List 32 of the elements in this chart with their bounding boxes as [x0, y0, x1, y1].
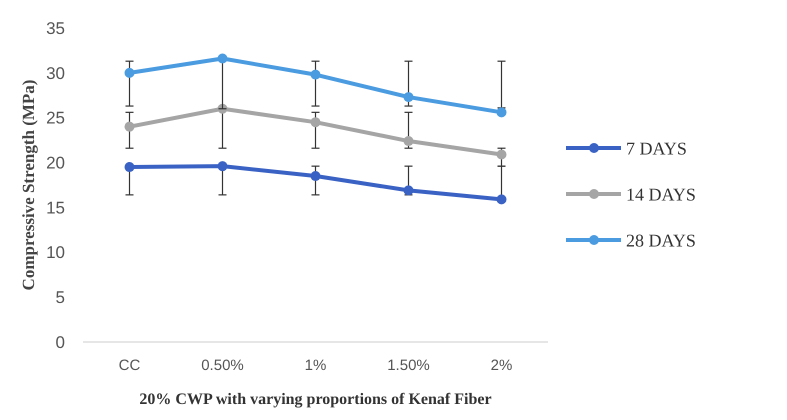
point	[124, 162, 134, 172]
legend-label: 7 DAYS	[626, 138, 687, 158]
point	[124, 68, 134, 78]
y-tick-label: 30	[46, 64, 65, 83]
x-tick-label: CC	[118, 357, 140, 374]
point	[310, 171, 320, 182]
y-tick-label: 15	[46, 198, 65, 218]
y-tick-label: 0	[56, 332, 65, 352]
point	[310, 117, 320, 128]
y-tick-label: 10	[46, 243, 65, 262]
point	[404, 92, 414, 102]
x-tick-label: 0.50%	[201, 357, 244, 374]
point	[496, 107, 506, 118]
x-tick-label: 2%	[490, 357, 512, 374]
point	[310, 70, 320, 80]
y-tick-label: 25	[46, 108, 65, 128]
legend-label: 28 DAYS	[626, 230, 696, 250]
y-tick-label: 35	[46, 18, 65, 38]
y-axis-title: Compressive Strength (MPa)	[19, 80, 38, 290]
point	[218, 161, 228, 172]
y-tick-label: 5	[56, 288, 65, 308]
point	[218, 54, 228, 64]
y-tick-label: 20	[46, 154, 65, 173]
x-tick-label: 1%	[304, 357, 326, 374]
point	[496, 149, 506, 160]
legend-label: 14 DAYS	[626, 184, 696, 204]
point	[496, 194, 506, 204]
x-axis-title: 20% CWP with varying proportions of Kenaf Fiber	[139, 391, 492, 408]
x-tick-label: 1.50%	[387, 357, 430, 374]
point	[404, 136, 414, 146]
point	[124, 122, 134, 132]
point	[404, 185, 414, 196]
